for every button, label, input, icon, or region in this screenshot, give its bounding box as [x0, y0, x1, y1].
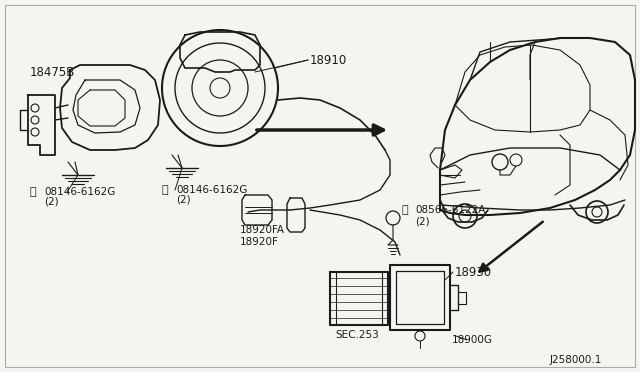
- Text: 08146-6162G: 08146-6162G: [44, 187, 115, 197]
- Text: J258000.1: J258000.1: [550, 355, 602, 365]
- Text: 18910: 18910: [310, 54, 348, 67]
- Text: (2): (2): [44, 197, 59, 207]
- Text: 18900G: 18900G: [452, 335, 493, 345]
- Text: 08146-6162G: 08146-6162G: [176, 185, 248, 195]
- Text: 08566-6122A: 08566-6122A: [415, 205, 485, 215]
- Text: (2): (2): [415, 217, 429, 227]
- Text: (2): (2): [176, 195, 191, 205]
- Text: Ⓢ: Ⓢ: [401, 205, 408, 215]
- Text: Ⓑ: Ⓑ: [30, 187, 36, 197]
- Text: Ⓑ: Ⓑ: [162, 185, 168, 195]
- Text: SEC.253: SEC.253: [335, 330, 379, 340]
- Text: 18920FA: 18920FA: [240, 225, 285, 235]
- Text: 18475B: 18475B: [30, 65, 76, 78]
- Text: 18930: 18930: [455, 266, 492, 279]
- Text: 18920F: 18920F: [240, 237, 279, 247]
